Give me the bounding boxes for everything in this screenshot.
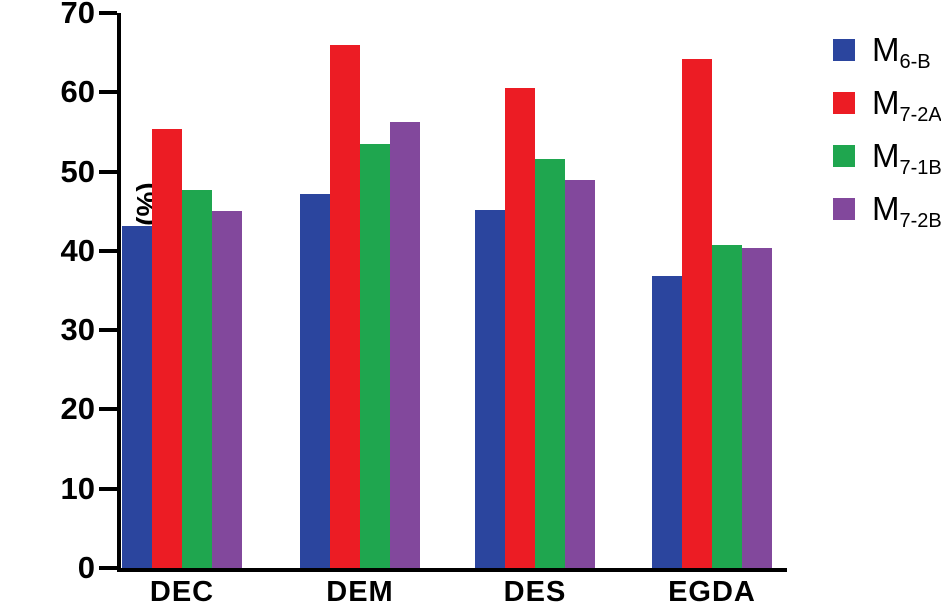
y-tick — [99, 566, 117, 570]
y-tick-label: 50 — [60, 153, 95, 189]
legend-label-m7-2a: M7-2A — [872, 84, 941, 126]
bar-m6-b-des — [475, 209, 505, 568]
y-tick — [99, 328, 117, 333]
bar-m7-1b-dem — [360, 143, 390, 568]
legend-swatch-m7-2b — [833, 198, 855, 220]
bar-m7-2a-dem — [330, 44, 360, 568]
plot-area: Conversion (%) 010203040506070DECDEMDESE… — [61, 0, 787, 608]
bar-group-dem — [300, 44, 420, 568]
bar-group-des — [475, 88, 595, 568]
bar-m7-2a-egda — [682, 59, 712, 568]
y-tick — [99, 169, 117, 174]
y-tick-label: 60 — [60, 74, 95, 110]
bar-m7-2a-dec — [152, 128, 182, 568]
x-category-label-dem: DEM — [326, 576, 394, 608]
y-tick-label: 70 — [60, 0, 95, 30]
y-tick-label: 40 — [60, 232, 95, 268]
bar-m6-b-egda — [652, 276, 682, 568]
y-tick — [99, 90, 117, 95]
y-tick — [99, 486, 117, 491]
y-tick-label: 30 — [60, 312, 95, 348]
y-tick-label: 20 — [60, 391, 95, 427]
bar-m7-2a-des — [505, 88, 535, 568]
legend-swatch-m6-b — [833, 39, 855, 61]
legend-label-m7-1b: M7-1B — [872, 137, 941, 179]
bar-group-egda — [652, 59, 772, 568]
y-tick — [99, 248, 117, 253]
bar-m6-b-dec — [122, 225, 152, 568]
x-category-label-egda: EGDA — [668, 576, 756, 608]
legend-label-m7-2b: M7-2B — [872, 190, 941, 232]
x-category-label-dec: DEC — [149, 576, 215, 608]
bar-group-dec — [122, 128, 242, 568]
y-tick-label: 0 — [77, 550, 95, 585]
legend-item-m7-2b: M7-2B — [833, 190, 941, 232]
bar-m7-2b-dem — [390, 121, 420, 568]
x-category-label-des: DES — [503, 576, 567, 608]
y-tick — [99, 407, 117, 412]
bar-m7-1b-des — [535, 158, 565, 568]
y-tick-label: 10 — [60, 470, 95, 506]
legend-item-m7-1b: M7-1B — [833, 137, 941, 179]
legend-item-m6-b: M6-B — [833, 31, 931, 73]
legend-swatch-m7-2a — [833, 92, 855, 114]
bar-m6-b-dem — [300, 193, 330, 568]
bar-m7-1b-dec — [182, 189, 212, 568]
legend-item-m7-2a: M7-2A — [833, 84, 941, 126]
bar-m7-2b-egda — [742, 248, 772, 568]
bar-m7-2b-des — [565, 179, 595, 568]
legend-label-m6-b: M6-B — [872, 31, 931, 73]
bar-m7-2b-dec — [212, 211, 242, 568]
legend-swatch-m7-1b — [833, 145, 855, 167]
y-tick — [99, 11, 117, 15]
bar-m7-1b-egda — [712, 244, 742, 568]
